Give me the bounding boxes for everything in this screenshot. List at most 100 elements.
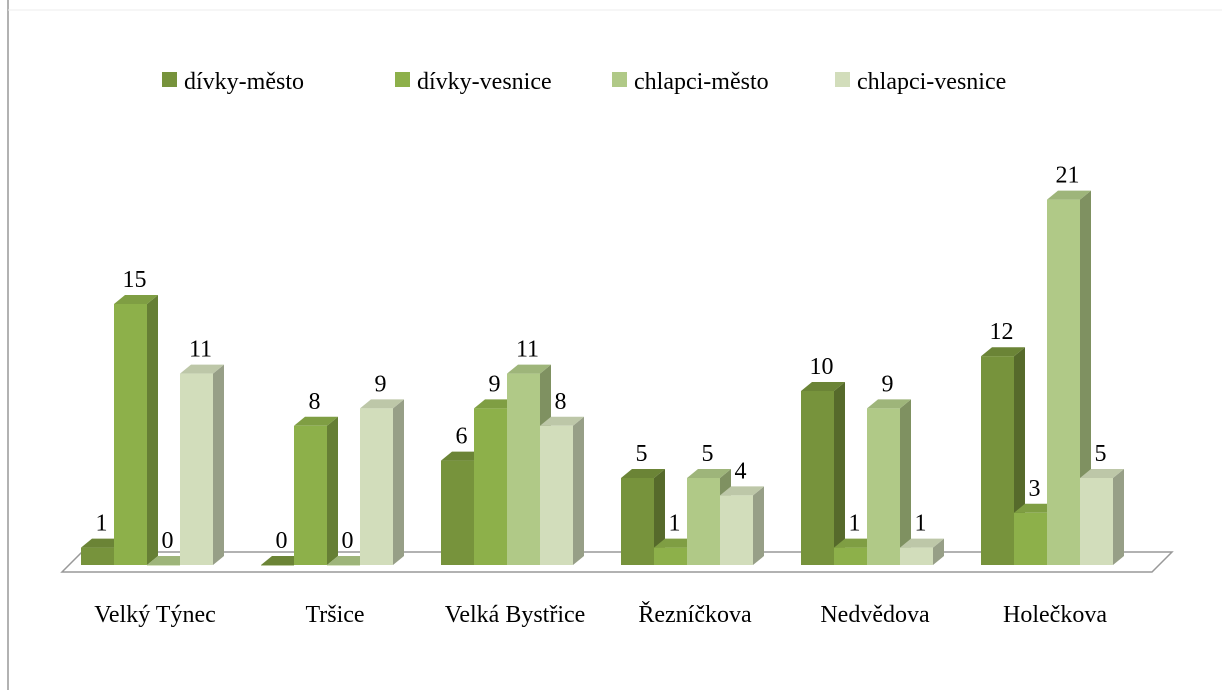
data-label: 1 — [669, 511, 681, 537]
data-label: 9 — [375, 371, 387, 397]
bar-front — [900, 547, 933, 565]
data-label: 0 — [342, 528, 354, 554]
data-label: 6 — [456, 424, 468, 450]
bar-front — [327, 565, 360, 566]
bar — [540, 416, 584, 565]
legend-label: chlapci-město — [634, 69, 769, 95]
bar-front — [687, 478, 720, 565]
legend-label: dívky-vesnice — [417, 69, 552, 95]
legend-swatch — [162, 72, 177, 87]
data-label: 11 — [189, 337, 212, 363]
bar-top — [867, 399, 911, 409]
x-tick-label: Tršice — [305, 602, 365, 628]
bar-front — [981, 356, 1014, 565]
x-tick-label: Holečkova — [1003, 602, 1107, 628]
bar-top — [507, 364, 551, 374]
bar-front — [654, 547, 687, 565]
bar-side — [933, 538, 944, 565]
bar-front — [114, 304, 147, 565]
legend-swatch — [395, 72, 410, 87]
bar-top — [981, 347, 1025, 357]
bar-front — [621, 478, 654, 565]
data-label: 1 — [849, 511, 861, 537]
bar-front — [360, 408, 393, 565]
bar-top — [540, 416, 584, 426]
bar-top — [801, 382, 845, 391]
bar-side — [213, 364, 224, 565]
bar-top — [720, 486, 764, 496]
x-tick-label: Velký Týnec — [94, 602, 216, 628]
bar — [867, 399, 911, 565]
data-label: 8 — [309, 389, 321, 415]
bar-front — [441, 460, 474, 565]
bar — [507, 364, 551, 565]
bar — [114, 295, 158, 565]
bar — [294, 416, 338, 565]
bar-top — [180, 364, 224, 374]
bar-front — [81, 547, 114, 565]
legend-label: chlapci-vesnice — [857, 69, 1006, 95]
bar-side — [327, 416, 338, 565]
bar-side — [753, 486, 764, 565]
data-label: 11 — [516, 337, 539, 363]
data-label: 9 — [882, 371, 894, 397]
x-tick-label: Velká Bystřice — [444, 602, 586, 628]
bar — [801, 382, 845, 565]
bar-front — [1047, 199, 1080, 565]
bar-top — [114, 295, 158, 304]
bar-front — [507, 373, 540, 565]
bar-front — [834, 547, 867, 565]
bar-front — [867, 408, 900, 565]
bar — [360, 399, 404, 565]
bar — [621, 469, 665, 565]
bar-front — [147, 565, 180, 566]
data-label: 5 — [1095, 441, 1107, 467]
bar-front — [1080, 478, 1113, 565]
bar-top — [1047, 190, 1091, 200]
data-label: 15 — [123, 267, 147, 293]
data-label: 1 — [96, 511, 108, 537]
data-label: 1 — [915, 511, 927, 537]
data-label: 9 — [489, 371, 501, 397]
x-tick-label: Nedvědova — [820, 602, 930, 628]
data-label: 12 — [990, 319, 1014, 345]
data-label: 5 — [636, 441, 648, 467]
bar-top — [1080, 469, 1124, 478]
data-label: 0 — [276, 528, 288, 554]
bar-top — [621, 469, 665, 478]
x-tick-label: Řezníčkova — [638, 602, 752, 628]
bar-side — [147, 295, 158, 565]
data-label: 5 — [702, 441, 714, 467]
data-label: 0 — [162, 528, 174, 554]
bar-side — [573, 416, 584, 565]
legend-swatch — [835, 72, 850, 87]
bar — [720, 486, 764, 565]
bar — [180, 364, 224, 565]
bar-front — [1014, 512, 1047, 565]
bar-front — [720, 495, 753, 565]
data-label: 21 — [1056, 163, 1080, 189]
bar-top — [900, 538, 944, 548]
bar — [900, 538, 944, 565]
bar-side — [834, 382, 845, 565]
legend-swatch — [612, 72, 627, 87]
bar-front — [180, 373, 213, 565]
bar-front — [474, 408, 507, 565]
bar-top — [687, 469, 731, 478]
data-label: 10 — [810, 354, 834, 380]
bar-top — [360, 399, 404, 409]
bar-side — [1113, 469, 1124, 565]
bar — [1047, 190, 1091, 565]
data-label: 4 — [735, 458, 747, 484]
data-label: 8 — [555, 389, 567, 415]
bar-side — [900, 399, 911, 565]
bar-side — [393, 399, 404, 565]
legend-label: dívky-město — [184, 69, 304, 95]
bar-top — [294, 416, 338, 426]
bar-front — [294, 425, 327, 565]
bar-front — [801, 391, 834, 565]
bar-front — [540, 425, 573, 565]
bar — [1080, 469, 1124, 565]
